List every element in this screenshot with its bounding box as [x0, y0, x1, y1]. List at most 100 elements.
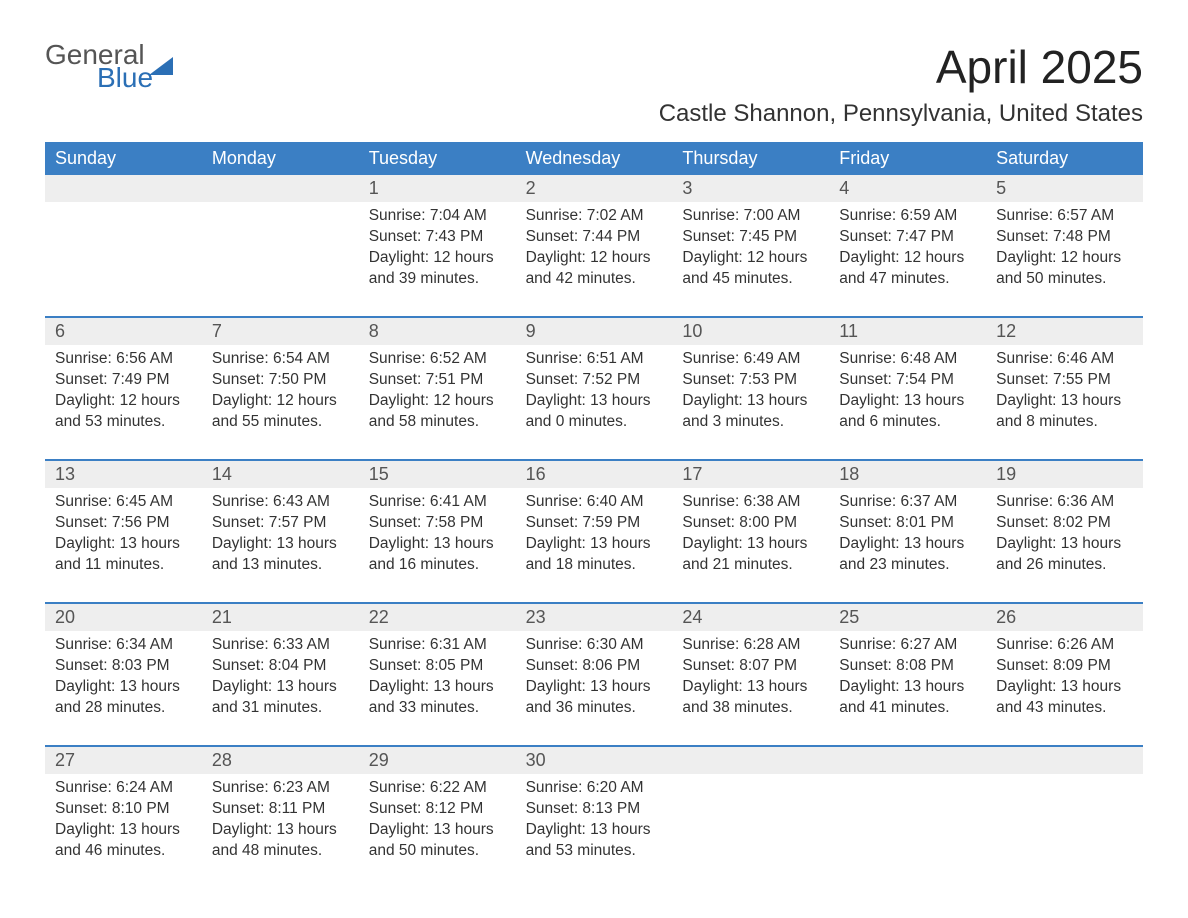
day-number: 19 — [986, 461, 1143, 488]
day-cell — [202, 202, 359, 302]
day-number: 12 — [986, 318, 1143, 345]
day-cell — [672, 774, 829, 874]
header: General Blue April 2025 Castle Shannon, … — [45, 40, 1143, 128]
daylight-line: Daylight: 13 hours and 48 minutes. — [212, 820, 349, 862]
day-number-row: 12345 — [45, 175, 1143, 202]
day-cell: Sunrise: 7:02 AMSunset: 7:44 PMDaylight:… — [516, 202, 673, 302]
day-cell: Sunrise: 6:37 AMSunset: 8:01 PMDaylight:… — [829, 488, 986, 588]
day-number: 10 — [672, 318, 829, 345]
day-number-row: 13141516171819 — [45, 461, 1143, 488]
day-number-row: 27282930 — [45, 747, 1143, 774]
day-cell: Sunrise: 7:00 AMSunset: 7:45 PMDaylight:… — [672, 202, 829, 302]
daylight-line: Daylight: 12 hours and 50 minutes. — [996, 248, 1133, 290]
sunset-line: Sunset: 7:47 PM — [839, 227, 976, 248]
day-number: 1 — [359, 175, 516, 202]
sunset-line: Sunset: 8:07 PM — [682, 656, 819, 677]
daylight-line: Daylight: 13 hours and 11 minutes. — [55, 534, 192, 576]
daylight-line: Daylight: 13 hours and 28 minutes. — [55, 677, 192, 719]
day-cell: Sunrise: 6:41 AMSunset: 7:58 PMDaylight:… — [359, 488, 516, 588]
daylight-line: Daylight: 13 hours and 16 minutes. — [369, 534, 506, 576]
day-number: 5 — [986, 175, 1143, 202]
day-cell — [829, 774, 986, 874]
sunset-line: Sunset: 7:43 PM — [369, 227, 506, 248]
daylight-line: Daylight: 13 hours and 18 minutes. — [526, 534, 663, 576]
daylight-line: Daylight: 13 hours and 36 minutes. — [526, 677, 663, 719]
daylight-line: Daylight: 13 hours and 46 minutes. — [55, 820, 192, 862]
day-number: 8 — [359, 318, 516, 345]
daylight-line: Daylight: 12 hours and 42 minutes. — [526, 248, 663, 290]
sunset-line: Sunset: 8:04 PM — [212, 656, 349, 677]
daylight-line: Daylight: 13 hours and 26 minutes. — [996, 534, 1133, 576]
sunrise-line: Sunrise: 6:23 AM — [212, 778, 349, 799]
day-cell: Sunrise: 6:30 AMSunset: 8:06 PMDaylight:… — [516, 631, 673, 731]
day-cell: Sunrise: 6:46 AMSunset: 7:55 PMDaylight:… — [986, 345, 1143, 445]
daylight-line: Daylight: 13 hours and 23 minutes. — [839, 534, 976, 576]
weekday-header: Thursday — [672, 142, 829, 175]
day-cell: Sunrise: 6:52 AMSunset: 7:51 PMDaylight:… — [359, 345, 516, 445]
daylight-line: Daylight: 13 hours and 13 minutes. — [212, 534, 349, 576]
daylight-line: Daylight: 13 hours and 31 minutes. — [212, 677, 349, 719]
sunset-line: Sunset: 8:11 PM — [212, 799, 349, 820]
day-number: 14 — [202, 461, 359, 488]
day-number: 7 — [202, 318, 359, 345]
day-cell: Sunrise: 6:27 AMSunset: 8:08 PMDaylight:… — [829, 631, 986, 731]
day-cell: Sunrise: 6:22 AMSunset: 8:12 PMDaylight:… — [359, 774, 516, 874]
daylight-line: Daylight: 13 hours and 3 minutes. — [682, 391, 819, 433]
sunrise-line: Sunrise: 6:41 AM — [369, 492, 506, 513]
day-cell: Sunrise: 6:20 AMSunset: 8:13 PMDaylight:… — [516, 774, 673, 874]
sunset-line: Sunset: 7:59 PM — [526, 513, 663, 534]
day-cell: Sunrise: 7:04 AMSunset: 7:43 PMDaylight:… — [359, 202, 516, 302]
day-cell: Sunrise: 6:24 AMSunset: 8:10 PMDaylight:… — [45, 774, 202, 874]
day-cell — [986, 774, 1143, 874]
day-cell — [45, 202, 202, 302]
daylight-line: Daylight: 13 hours and 53 minutes. — [526, 820, 663, 862]
day-number: 29 — [359, 747, 516, 774]
day-data-row: Sunrise: 6:24 AMSunset: 8:10 PMDaylight:… — [45, 774, 1143, 874]
logo-word2: Blue — [97, 63, 153, 92]
sunrise-line: Sunrise: 6:49 AM — [682, 349, 819, 370]
sunrise-line: Sunrise: 6:26 AM — [996, 635, 1133, 656]
daylight-line: Daylight: 12 hours and 53 minutes. — [55, 391, 192, 433]
day-number: 24 — [672, 604, 829, 631]
day-number-row: 6789101112 — [45, 318, 1143, 345]
sunset-line: Sunset: 7:57 PM — [212, 513, 349, 534]
sunset-line: Sunset: 7:54 PM — [839, 370, 976, 391]
sunset-line: Sunset: 8:08 PM — [839, 656, 976, 677]
sunset-line: Sunset: 8:10 PM — [55, 799, 192, 820]
sunset-line: Sunset: 8:01 PM — [839, 513, 976, 534]
day-cell: Sunrise: 6:40 AMSunset: 7:59 PMDaylight:… — [516, 488, 673, 588]
daylight-line: Daylight: 13 hours and 50 minutes. — [369, 820, 506, 862]
daylight-line: Daylight: 13 hours and 8 minutes. — [996, 391, 1133, 433]
daylight-line: Daylight: 13 hours and 41 minutes. — [839, 677, 976, 719]
sunset-line: Sunset: 7:49 PM — [55, 370, 192, 391]
sunset-line: Sunset: 7:48 PM — [996, 227, 1133, 248]
day-number: 6 — [45, 318, 202, 345]
day-number: 21 — [202, 604, 359, 631]
day-cell: Sunrise: 6:51 AMSunset: 7:52 PMDaylight:… — [516, 345, 673, 445]
daylight-line: Daylight: 12 hours and 45 minutes. — [682, 248, 819, 290]
sunrise-line: Sunrise: 6:36 AM — [996, 492, 1133, 513]
day-number: 28 — [202, 747, 359, 774]
sunrise-line: Sunrise: 6:31 AM — [369, 635, 506, 656]
weekday-header: Monday — [202, 142, 359, 175]
week-block: 27282930Sunrise: 6:24 AMSunset: 8:10 PMD… — [45, 745, 1143, 874]
day-number: 20 — [45, 604, 202, 631]
sunrise-line: Sunrise: 6:56 AM — [55, 349, 192, 370]
day-number: 17 — [672, 461, 829, 488]
sunset-line: Sunset: 8:12 PM — [369, 799, 506, 820]
day-cell: Sunrise: 6:28 AMSunset: 8:07 PMDaylight:… — [672, 631, 829, 731]
sunset-line: Sunset: 8:03 PM — [55, 656, 192, 677]
sunrise-line: Sunrise: 6:40 AM — [526, 492, 663, 513]
sunset-line: Sunset: 8:00 PM — [682, 513, 819, 534]
sunset-line: Sunset: 7:55 PM — [996, 370, 1133, 391]
daylight-line: Daylight: 13 hours and 0 minutes. — [526, 391, 663, 433]
day-number: 3 — [672, 175, 829, 202]
sunrise-line: Sunrise: 7:00 AM — [682, 206, 819, 227]
weeks-container: 12345Sunrise: 7:04 AMSunset: 7:43 PMDayl… — [45, 175, 1143, 874]
daylight-line: Daylight: 13 hours and 38 minutes. — [682, 677, 819, 719]
day-cell: Sunrise: 6:43 AMSunset: 7:57 PMDaylight:… — [202, 488, 359, 588]
day-number: 30 — [516, 747, 673, 774]
sunset-line: Sunset: 7:53 PM — [682, 370, 819, 391]
day-number — [829, 747, 986, 774]
day-cell: Sunrise: 6:31 AMSunset: 8:05 PMDaylight:… — [359, 631, 516, 731]
